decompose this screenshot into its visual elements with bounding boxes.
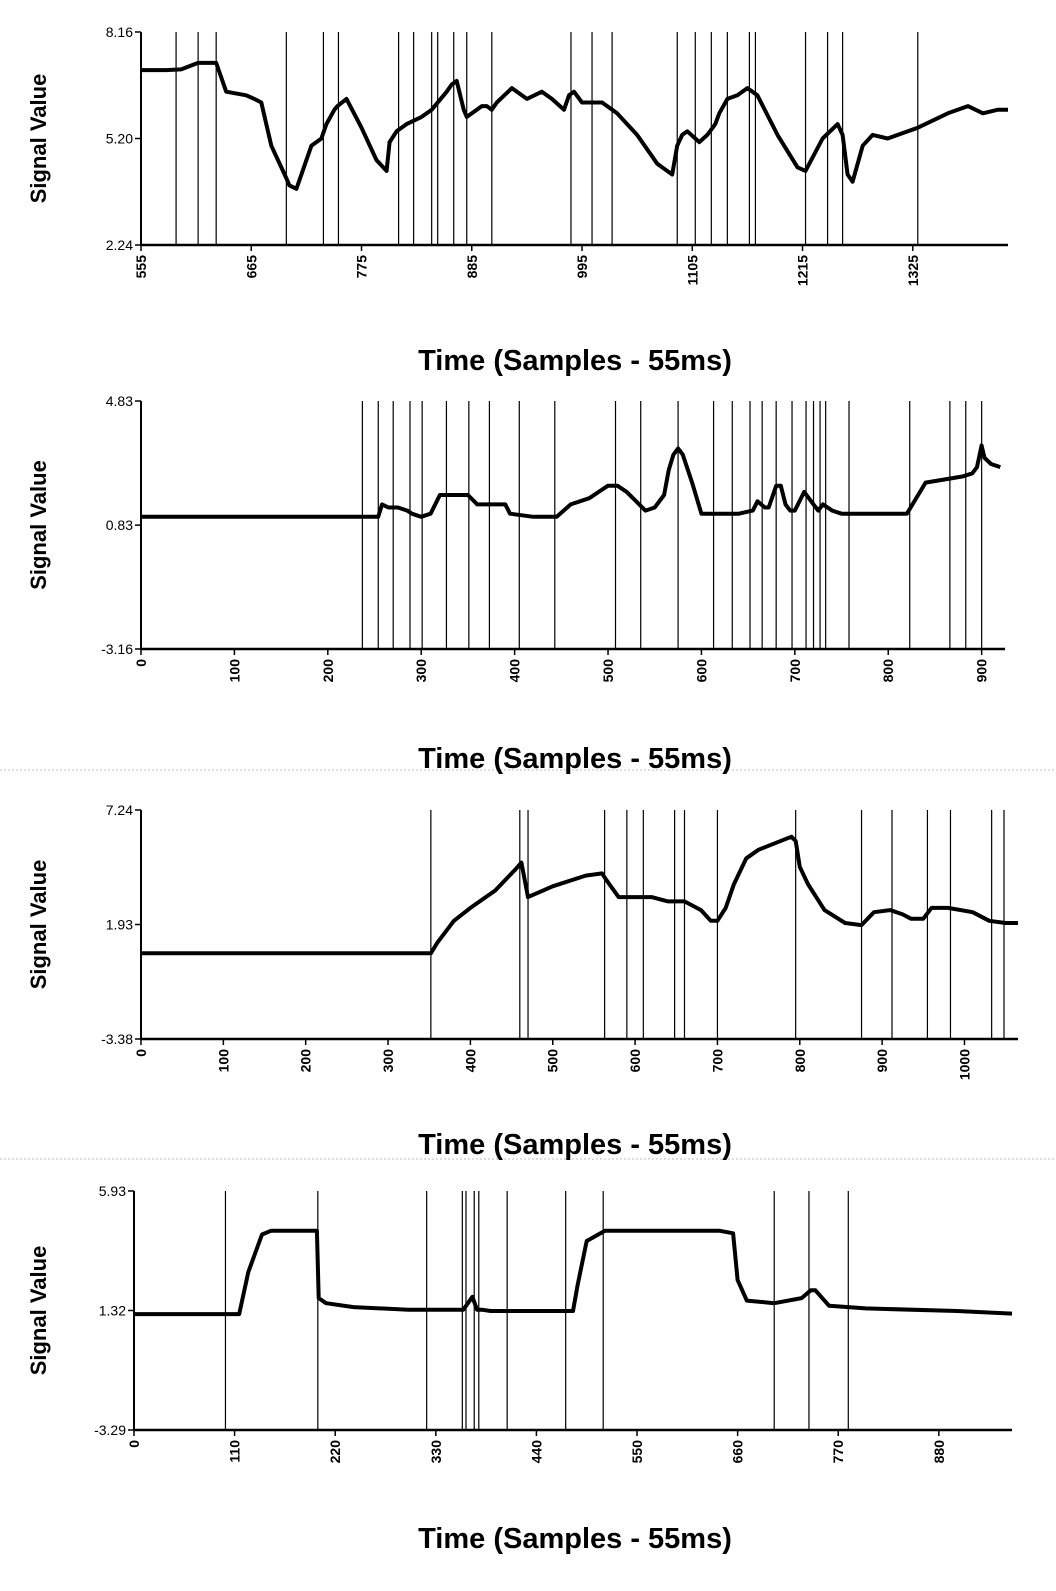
x-tick-label: 400	[462, 1049, 478, 1073]
y-tick-label: 7.24	[106, 802, 133, 818]
x-tick-label: 1325	[905, 255, 921, 286]
chart-panel-4: -3.29 1.32 5.93 0 110 220 330 440 550 660 770 880 Si…	[26, 1183, 1013, 1555]
x-tick-label: 1215	[795, 255, 811, 286]
x-tick-label: 400	[507, 659, 523, 683]
series-line	[141, 443, 1001, 519]
y-tick-label: -3.29	[94, 1422, 126, 1438]
x-tick-label: 800	[880, 659, 896, 683]
x-tick-label: 0	[133, 659, 149, 667]
x-tick-label: 700	[787, 659, 803, 683]
y-tick-label: 8.16	[106, 24, 133, 40]
x-axis-label: Time (Samples - 55ms)	[418, 345, 732, 377]
series-line	[134, 1228, 1013, 1317]
x-tick-label: 995	[574, 255, 590, 279]
x-tick-label: 0	[126, 1440, 142, 1448]
x-tick-label: 100	[226, 659, 242, 683]
x-tick-label: 880	[931, 1440, 947, 1464]
y-tick-label: 4.83	[106, 393, 133, 409]
y-tick-label: 5.20	[106, 131, 133, 147]
y-axis-label: Signal Value	[26, 860, 51, 990]
x-axis-label: Time (Samples - 55ms)	[418, 1129, 732, 1161]
x-tick-label: 330	[428, 1440, 444, 1464]
x-tick-label: 600	[693, 659, 709, 683]
x-tick-label: 665	[243, 255, 259, 279]
y-tick-label: -3.16	[101, 641, 133, 657]
y-axis-label: Signal Value	[26, 460, 51, 590]
y-tick-label: -3.38	[101, 1031, 133, 1047]
x-tick-label: 800	[792, 1049, 808, 1073]
x-tick-label: 660	[730, 1440, 746, 1464]
y-tick-label: 1.32	[99, 1303, 126, 1319]
y-tick-label: 1.93	[106, 917, 133, 933]
x-tick-label: 700	[709, 1049, 725, 1073]
x-tick-label: 0	[133, 1049, 149, 1057]
x-tick-label: 600	[627, 1049, 643, 1073]
x-tick-label: 1105	[684, 255, 700, 286]
x-tick-label: 550	[629, 1440, 645, 1464]
x-tick-label: 440	[528, 1440, 544, 1464]
x-tick-label: 775	[354, 255, 370, 279]
x-tick-label: 900	[874, 1049, 890, 1073]
x-tick-label: 885	[464, 255, 480, 279]
x-tick-label: 200	[320, 659, 336, 683]
chart-panel-3: -3.38 1.93 7.24 0 100 200 300 400 500 600 700 800 90…	[26, 802, 1018, 1161]
x-tick-label: 555	[133, 255, 149, 279]
x-tick-label: 1000	[956, 1049, 972, 1080]
y-tick-label: 0.83	[106, 517, 133, 533]
x-tick-label: 110	[227, 1440, 243, 1463]
x-tick-label: 300	[413, 659, 429, 683]
x-axis-label: Time (Samples - 55ms)	[418, 743, 732, 775]
x-axis-label: Time (Samples - 55ms)	[418, 1523, 732, 1555]
y-axis-label: Signal Value	[26, 74, 51, 204]
x-tick-label: 200	[298, 1049, 314, 1073]
x-tick-label: 900	[974, 659, 990, 683]
y-tick-label: 2.24	[106, 237, 133, 253]
series-line	[141, 60, 1008, 191]
x-tick-label: 100	[215, 1049, 231, 1073]
y-tick-label: 5.93	[99, 1183, 126, 1199]
chart-panel-1: 2.24 5.20 8.16 555 665 775 885 995 1105 1215 1325 S…	[26, 24, 1008, 377]
series-line	[141, 834, 1018, 956]
x-tick-label: 500	[545, 1049, 561, 1073]
x-tick-label: 300	[380, 1049, 396, 1073]
x-tick-label: 770	[830, 1440, 846, 1464]
chart-panel-2: -3.16 0.83 4.83 0 100 200 300 400 500 600 700 800 90…	[26, 393, 1005, 775]
x-tick-label: 220	[327, 1440, 343, 1464]
x-tick-label: 500	[600, 659, 616, 683]
y-axis-label: Signal Value	[26, 1246, 51, 1376]
